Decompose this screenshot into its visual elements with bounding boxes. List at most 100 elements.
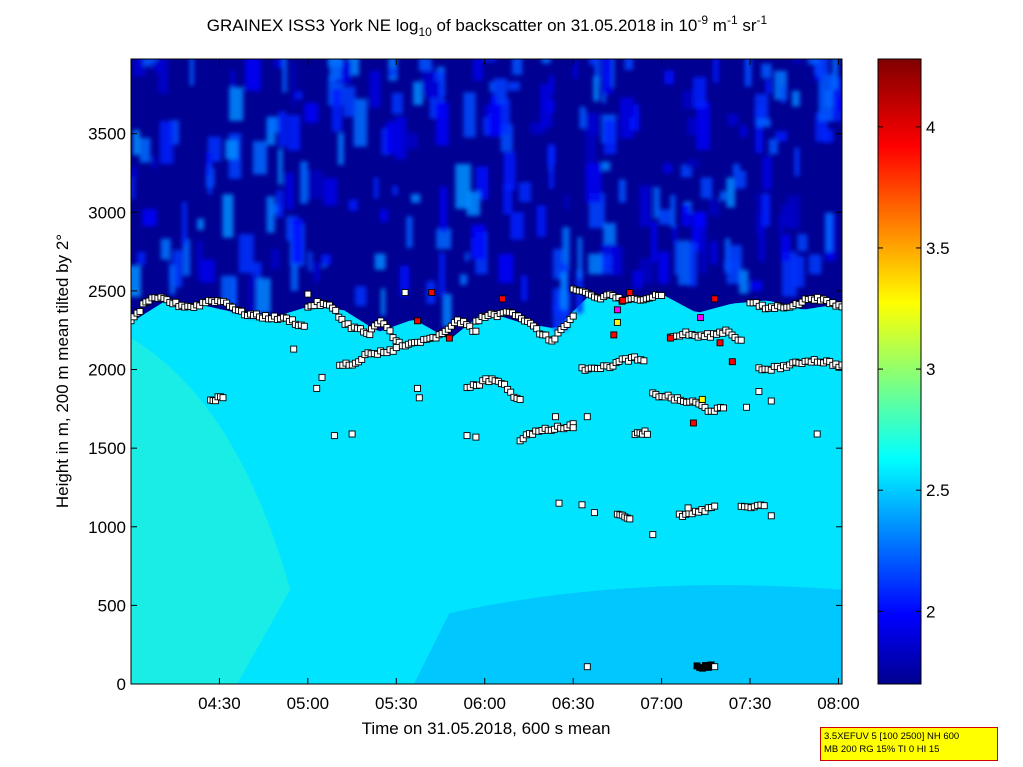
texture-cell: [380, 288, 386, 316]
texture-cell: [546, 100, 555, 113]
layer-marker: [414, 384, 421, 392]
texture-cell: [439, 253, 446, 296]
chart-title: GRAINEX ISS3 York NE log10 of backscatte…: [207, 13, 768, 39]
texture-cell: [639, 258, 654, 283]
layer-marker: [697, 314, 704, 322]
layer-marker: [472, 327, 480, 335]
layer-marker: [332, 306, 340, 314]
texture-cell: [169, 264, 176, 295]
layer-marker: [716, 339, 724, 347]
texture-cell: [353, 98, 368, 147]
texture-cell: [347, 59, 360, 76]
texture-cell: [151, 156, 157, 169]
colorbar: 2 2.5 3 3.5 4: [877, 58, 950, 685]
texture-cell: [512, 59, 523, 75]
texture-cell: [791, 90, 800, 107]
texture-cell: [406, 216, 413, 248]
layer-marker: [711, 502, 719, 510]
boundary-layer-region: [131, 294, 842, 684]
layer-markers: [131, 285, 842, 672]
layer-marker: [463, 432, 471, 440]
texture-cell: [131, 265, 141, 297]
texture-cell: [155, 40, 169, 57]
layer-marker: [569, 312, 577, 320]
layer-marker: [401, 289, 409, 296]
texture-cell: [225, 139, 239, 160]
texture-cell: [756, 118, 771, 128]
layer-marker: [445, 334, 453, 342]
layer-marker: [610, 331, 618, 339]
texture-cell: [713, 59, 719, 83]
texture-cell: [490, 95, 497, 109]
texture-cell: [758, 217, 766, 262]
texture-cell: [189, 59, 194, 86]
texture-cell: [137, 251, 146, 265]
texture-cell: [466, 191, 481, 216]
texture-cell: [560, 272, 568, 310]
layer-marker: [318, 373, 326, 381]
backscatter-texture: [131, 40, 842, 331]
layer-marker: [711, 663, 719, 671]
y-tick-label: 1500: [88, 439, 126, 458]
texture-cell: [291, 218, 304, 265]
texture-cell: [252, 262, 262, 284]
texture-cell: [651, 222, 657, 263]
texture-cell: [323, 178, 338, 206]
texture-cell: [677, 240, 690, 286]
texture-cell: [563, 194, 570, 210]
layer-marker: [640, 357, 648, 365]
texture-cell: [181, 201, 187, 245]
layer-marker: [613, 306, 621, 314]
texture-cell: [585, 112, 599, 136]
texture-cell: [781, 251, 797, 297]
layer-marker: [552, 413, 559, 421]
texture-cell: [658, 209, 671, 225]
texture-cell: [133, 59, 146, 77]
texture-cell: [131, 169, 135, 200]
texture-cell: [539, 83, 553, 128]
colorbar-tick-label: 3.5: [926, 239, 950, 258]
x-tick-label: 06:00: [463, 694, 506, 713]
colorbar-tick-label: 2.5: [926, 481, 950, 500]
texture-cell: [475, 166, 489, 200]
texture-cell: [489, 81, 495, 92]
texture-cell: [792, 255, 805, 288]
texture-cell: [755, 106, 763, 154]
texture-cell: [507, 81, 520, 91]
texture-cell: [781, 85, 786, 104]
texture-cell: [197, 218, 204, 230]
texture-cell: [577, 237, 583, 279]
texture-cell: [837, 97, 842, 112]
texture-cell: [252, 141, 267, 175]
texture-cell: [411, 193, 421, 203]
colorbar-ticks: 2 2.5 3 3.5 4: [878, 118, 950, 621]
texture-cell: [229, 87, 244, 121]
texture-cell: [471, 224, 486, 260]
texture-cell: [780, 234, 791, 262]
layer-marker: [428, 289, 436, 296]
layer-marker: [767, 512, 775, 520]
texture-cell: [602, 59, 613, 95]
texture-cell: [274, 59, 286, 68]
texture-cell: [394, 117, 407, 160]
layer-marker: [619, 296, 627, 304]
layer-marker: [498, 295, 506, 303]
texture-cell: [399, 265, 410, 297]
texture-cell: [632, 104, 640, 132]
layer-marker: [569, 424, 577, 432]
layer-marker: [590, 509, 598, 517]
layer-marker: [348, 430, 356, 438]
texture-cell: [727, 113, 739, 126]
texture-cell: [681, 203, 691, 227]
texture-cell: [588, 253, 602, 275]
texture-cell: [498, 253, 514, 283]
texture-cell: [321, 254, 332, 265]
layer-marker: [131, 317, 135, 325]
texture-cell: [709, 198, 720, 217]
texture-cell: [593, 76, 600, 102]
texture-cell: [778, 214, 784, 235]
texture-cell: [530, 122, 546, 134]
y-tick-label: 1000: [88, 518, 126, 537]
layer-marker: [219, 394, 227, 402]
x-axis-label: Time on 31.05.2018, 600 s mean: [362, 719, 611, 738]
